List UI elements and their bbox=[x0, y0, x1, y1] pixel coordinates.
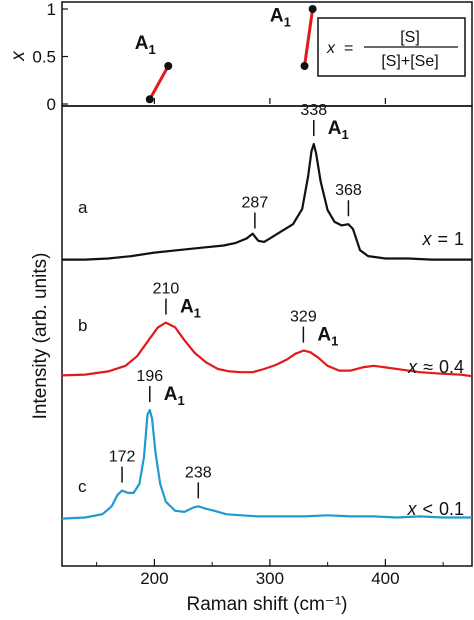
mode-letter: A bbox=[270, 5, 284, 26]
top-y-axis-title: x bbox=[8, 50, 29, 62]
composition-value: 0.4 bbox=[439, 357, 464, 377]
composition-label: x = 1 bbox=[421, 229, 464, 249]
mode-subscript: 1 bbox=[178, 393, 185, 408]
peak-label: 329 bbox=[290, 309, 317, 326]
mode-subscript: 1 bbox=[342, 127, 349, 142]
peak-label: 338 bbox=[300, 102, 327, 119]
mode-subscript: 1 bbox=[194, 306, 201, 321]
peak-mode-label: A1 bbox=[164, 384, 185, 408]
top-y-tick-label: 1 bbox=[47, 0, 56, 19]
x-axis-ticks: 200 300 400 bbox=[96, 98, 444, 588]
composition-relation: ≈ bbox=[423, 357, 433, 377]
top-data-point bbox=[145, 95, 154, 104]
top-series-line bbox=[148, 65, 170, 100]
trace-letter: c bbox=[78, 477, 87, 496]
raman-trace-a bbox=[62, 142, 472, 261]
formula-numerator: [S] bbox=[400, 29, 420, 46]
x-tick-label: 400 bbox=[371, 569, 399, 588]
x-tick-label: 200 bbox=[140, 569, 168, 588]
formula-denominator: [S]+[Se] bbox=[381, 53, 438, 70]
top-mode-label: A1 bbox=[135, 33, 156, 57]
top-y-ticks: 00.51 bbox=[32, 0, 68, 114]
top-data-point bbox=[300, 62, 309, 70]
formula-lhs: x bbox=[326, 40, 336, 57]
top-y-tick-label: 0.5 bbox=[32, 48, 56, 67]
trace-letter: b bbox=[78, 316, 87, 335]
x-axis-title: Raman shift (cm⁻¹) bbox=[187, 594, 348, 615]
peak-mode-label: A1 bbox=[328, 118, 349, 142]
top-series-line bbox=[303, 8, 315, 67]
composition-label: x <0.1 bbox=[406, 499, 464, 519]
composition-relation: = bbox=[437, 229, 448, 249]
composition-value: 1 bbox=[454, 229, 464, 249]
formula-box: x = [S] [S]+[Se] bbox=[317, 17, 466, 77]
bottom-panel-frame bbox=[61, 105, 473, 567]
peak-label: 196 bbox=[136, 368, 163, 385]
x-tick-label: 300 bbox=[256, 569, 284, 588]
top-y-tick-label: 0 bbox=[47, 95, 56, 114]
top-mode-label: A1 bbox=[270, 5, 291, 29]
top-data-point bbox=[308, 5, 317, 13]
raman-trace-c bbox=[61, 408, 472, 520]
composition-var: x bbox=[421, 229, 432, 249]
trace-letter: a bbox=[78, 198, 88, 217]
peak-mode-label: A1 bbox=[317, 325, 338, 349]
bottom-y-axis-title: Intensity (arb. units) bbox=[30, 253, 51, 420]
formula-equals: = bbox=[344, 40, 353, 57]
mode-subscript: 1 bbox=[331, 334, 338, 349]
peak-label: 287 bbox=[242, 195, 269, 212]
composition-var: x bbox=[407, 357, 418, 377]
trace-labels: ax = 1bx ≈0.4cx <0.1 bbox=[78, 198, 464, 519]
mode-letter: A bbox=[180, 297, 194, 318]
raman-traces bbox=[61, 142, 473, 520]
mode-letter: A bbox=[328, 118, 342, 139]
mode-letter: A bbox=[135, 33, 149, 54]
peak-mode-label: A1 bbox=[180, 297, 201, 321]
mode-letter: A bbox=[164, 384, 178, 405]
mode-subscript: 1 bbox=[148, 42, 155, 57]
composition-value: 0.1 bbox=[439, 499, 464, 519]
mode-subscript: 1 bbox=[284, 14, 291, 29]
composition-relation: < bbox=[422, 499, 433, 519]
peak-label: 210 bbox=[153, 281, 180, 298]
composition-var: x bbox=[406, 499, 417, 519]
peak-label: 368 bbox=[335, 182, 362, 199]
top-data-point bbox=[164, 62, 173, 70]
composition-label: x ≈0.4 bbox=[407, 357, 464, 377]
peak-label: 172 bbox=[109, 449, 136, 466]
raman-trace-b bbox=[61, 321, 473, 378]
mode-letter: A bbox=[317, 325, 331, 346]
peak-label: 238 bbox=[185, 464, 212, 481]
